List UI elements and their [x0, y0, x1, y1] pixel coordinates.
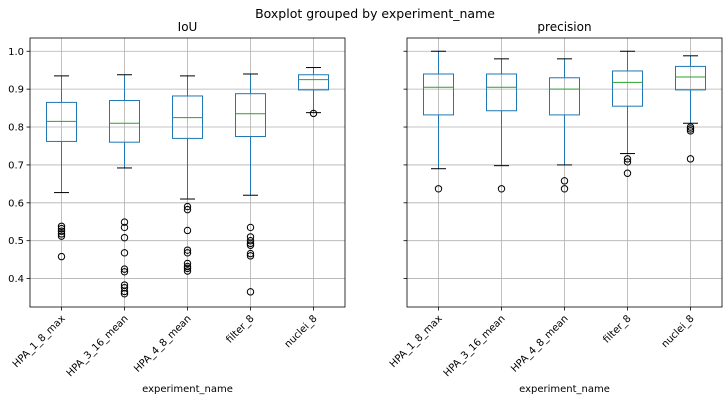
outlier-point	[120, 218, 129, 226]
outlier-point	[57, 224, 66, 233]
box-iqr	[423, 73, 454, 116]
outlier-point	[57, 227, 66, 235]
x-axis-label: experiment_name	[519, 384, 610, 395]
x-tick-label: HPA_3_16_mean	[442, 313, 508, 379]
outlier-point	[183, 226, 192, 235]
outlier-point	[623, 158, 632, 166]
panel-title: IoU	[178, 20, 198, 34]
axes-frame	[29, 37, 346, 308]
x-tick-label: HPA_4_8_mean	[132, 313, 193, 374]
outlier-point	[686, 127, 695, 135]
box-iqr	[486, 73, 517, 112]
outlier-point	[183, 202, 192, 211]
y-tick-label: 1.0	[8, 47, 24, 58]
axes-frame	[406, 37, 723, 308]
outlier-point	[120, 290, 129, 298]
x-tick-label: nuclei_8	[283, 313, 320, 350]
outlier-point	[120, 223, 129, 232]
x-tick-label: HPA_3_16_mean	[65, 313, 131, 379]
y-tick-label: 0.6	[8, 198, 24, 209]
iou-chart-panel: IoU 0.4 0.5 0.6 0.7 0.8 0.9 1.0 HPA_1_8_maxHPA_3…	[8, 20, 346, 395]
outlier-point	[120, 268, 129, 276]
x-tick-label: nuclei_8	[660, 313, 697, 350]
outlier-point	[120, 287, 129, 296]
outlier-point	[246, 241, 255, 249]
outlier-point	[246, 288, 255, 296]
x-tick-label: HPA_4_8_mean	[509, 313, 570, 374]
outlier-point	[560, 177, 569, 185]
box-iqr	[675, 65, 706, 91]
box-iqr	[46, 101, 77, 142]
x-axis-label: experiment_name	[142, 384, 233, 395]
outlier-point	[57, 252, 66, 261]
outlier-point	[246, 252, 255, 260]
outlier-point	[183, 259, 192, 268]
y-tick-label: 0.7	[8, 160, 24, 171]
outlier-point	[183, 262, 192, 271]
outlier-point	[183, 249, 192, 257]
panel-title: precision	[537, 20, 591, 34]
outlier-point	[309, 109, 318, 118]
outlier-point	[497, 185, 506, 193]
y-tick-label: 0.8	[8, 123, 24, 134]
outlier-point	[560, 185, 569, 193]
outlier-point	[246, 239, 255, 248]
outlier-point	[183, 267, 192, 275]
x-tick-label: HPA_1_8_max	[388, 313, 445, 370]
outlier-point	[57, 232, 66, 240]
x-tick-label: HPA_1_8_max	[11, 313, 68, 370]
outlier-point	[120, 233, 129, 242]
box-iqr	[549, 77, 580, 116]
outlier-point	[120, 249, 129, 257]
outlier-point	[183, 205, 192, 214]
box-iqr	[612, 70, 643, 107]
outlier-point	[183, 246, 192, 254]
figure-suptitle: Boxplot grouped by experiment_name	[255, 6, 495, 21]
y-tick-label: 0.4	[8, 274, 24, 285]
outlier-point	[623, 169, 632, 177]
outlier-point	[686, 123, 695, 131]
outlier-point	[120, 265, 129, 273]
outlier-point	[246, 223, 255, 232]
outlier-point	[434, 185, 443, 193]
x-tick-label: filter_8	[224, 313, 256, 345]
box-iqr	[235, 93, 266, 138]
outlier-point	[57, 222, 66, 231]
outlier-point	[183, 264, 192, 273]
outlier-point	[57, 230, 66, 238]
box-iqr	[298, 74, 329, 91]
outlier-point	[246, 236, 255, 245]
outlier-point	[686, 155, 695, 163]
outlier-point	[246, 249, 255, 258]
y-tick-label: 0.5	[8, 236, 24, 247]
outlier-point	[623, 155, 632, 163]
box-iqr	[109, 100, 140, 143]
x-tick-label: filter_8	[601, 313, 633, 345]
outlier-point	[686, 125, 695, 133]
y-tick-label: 0.9	[8, 85, 24, 96]
